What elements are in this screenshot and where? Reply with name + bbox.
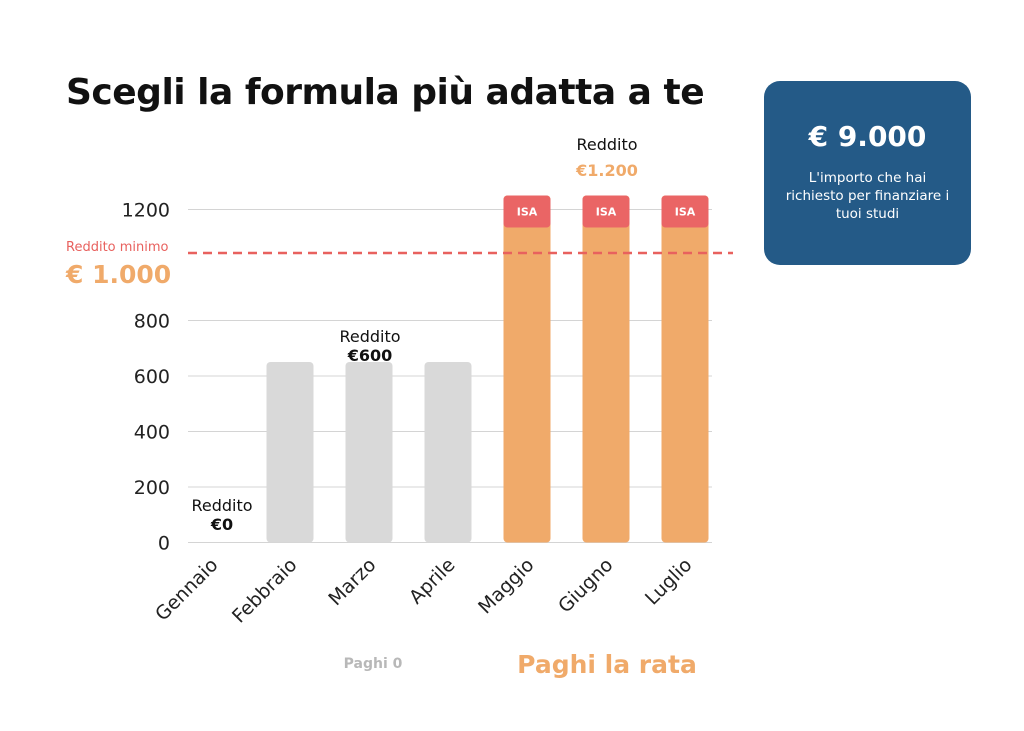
income-annotation-value: €0 bbox=[210, 515, 233, 534]
loan-amount-description: L'importo che hai richiesto per finanzia… bbox=[785, 170, 950, 222]
isa-segment bbox=[661, 195, 709, 228]
bar-febbraio bbox=[266, 362, 314, 543]
y-tick-label: 400 bbox=[134, 422, 170, 444]
isa-label: ISA bbox=[596, 206, 617, 219]
bar-marzo bbox=[345, 362, 393, 543]
income-annotation-value: €600 bbox=[347, 346, 393, 365]
x-category-label: Giugno bbox=[554, 554, 617, 617]
bar-maggio bbox=[503, 195, 551, 543]
group-label-pay-zero: Paghi 0 bbox=[344, 656, 403, 672]
income-annotation-title: Reddito bbox=[576, 135, 637, 154]
income-annotation-title: Reddito bbox=[191, 496, 252, 515]
x-category-label: Luglio bbox=[641, 554, 697, 610]
y-tick-label: 200 bbox=[134, 477, 170, 499]
x-category-label: Febbraio bbox=[228, 554, 302, 628]
x-category-label: Gennaio bbox=[151, 554, 222, 625]
loan-amount-card: € 9.000 L'importo che hai richiesto per … bbox=[764, 81, 971, 265]
group-label-pay-installment: Paghi la rata bbox=[517, 650, 697, 679]
y-tick-label: 800 bbox=[134, 311, 170, 333]
page-title: Scegli la formula più adatta a te bbox=[66, 72, 705, 113]
minimum-income-caption: Reddito minimo bbox=[66, 240, 169, 255]
x-category-label: Aprile bbox=[405, 554, 460, 609]
bar-giugno bbox=[582, 195, 630, 543]
bar-luglio bbox=[661, 195, 709, 543]
isa-label: ISA bbox=[517, 206, 538, 219]
bar-aprile bbox=[424, 362, 472, 543]
y-tick-label: 0 bbox=[158, 533, 170, 555]
isa-label: ISA bbox=[675, 206, 696, 219]
minimum-income-value: € 1.000 bbox=[65, 260, 171, 289]
y-tick-label: 1200 bbox=[122, 200, 170, 222]
x-category-label: Maggio bbox=[474, 554, 538, 618]
income-annotation-value: €1.200 bbox=[575, 161, 638, 180]
x-category-label: Marzo bbox=[324, 554, 380, 610]
isa-segment bbox=[503, 195, 551, 228]
loan-amount: € 9.000 bbox=[808, 120, 927, 153]
income-annotation-title: Reddito bbox=[339, 327, 400, 346]
y-tick-label: 600 bbox=[134, 366, 170, 388]
isa-segment bbox=[582, 195, 630, 228]
